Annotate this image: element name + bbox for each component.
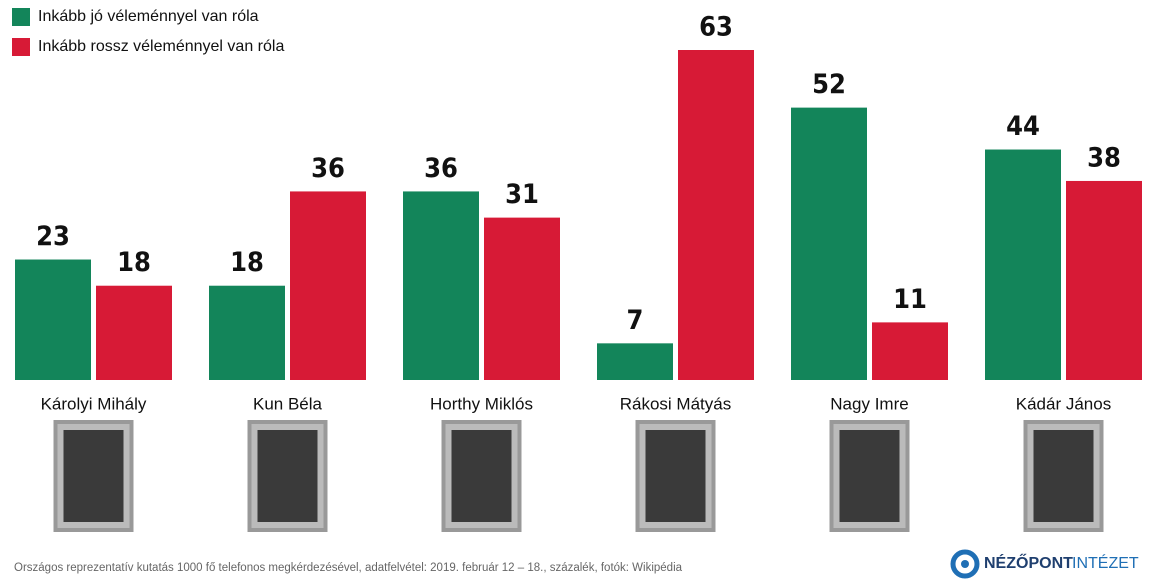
value-label: 18 xyxy=(117,247,151,278)
bar xyxy=(872,322,948,380)
category-label: Rákosi Mátyás xyxy=(620,394,731,413)
category-label: Nagy Imre xyxy=(830,394,908,413)
value-label: 36 xyxy=(311,153,345,184)
bar xyxy=(1066,181,1142,380)
photo-inner xyxy=(840,430,900,522)
bar xyxy=(290,191,366,380)
bar xyxy=(15,260,91,380)
source: Országos reprezentatív kutatás 1000 fő t… xyxy=(14,562,683,574)
logo-suffix: INTÉZET xyxy=(1072,553,1139,572)
photo-inner xyxy=(64,430,124,522)
logo-icon xyxy=(961,560,969,568)
value-label: 31 xyxy=(505,179,539,210)
value-label: 63 xyxy=(699,12,733,43)
value-label: 23 xyxy=(36,221,70,252)
photo-inner xyxy=(258,430,318,522)
bar xyxy=(96,286,172,380)
category-label: Kádár János xyxy=(1016,394,1111,413)
bar xyxy=(985,150,1061,380)
bar xyxy=(678,50,754,380)
category-label: Károlyi Mihály xyxy=(41,394,147,413)
logo: NÉZŐPONT INTÉZET xyxy=(953,552,1139,576)
photo-inner xyxy=(1034,430,1094,522)
bar xyxy=(791,108,867,380)
value-label: 18 xyxy=(230,247,264,278)
photo-inner xyxy=(452,430,512,522)
legend-label: Inkább rossz véleménnyel van róla xyxy=(38,38,284,55)
photo-inner xyxy=(646,430,706,522)
legend-swatch xyxy=(12,8,30,26)
logo-name: NÉZŐPONT xyxy=(984,553,1073,572)
bar xyxy=(484,218,560,380)
value-label: 36 xyxy=(424,153,458,184)
legend-swatch xyxy=(12,38,30,56)
legend-label: Inkább jó véleménnyel van róla xyxy=(38,8,259,25)
chart: Országos reprezentatív kutatás 1000 fő t… xyxy=(0,0,1162,580)
category-label: Horthy Miklós xyxy=(430,394,533,413)
value-label: 52 xyxy=(812,69,846,100)
bar xyxy=(597,343,673,380)
bar xyxy=(403,191,479,380)
category-label: Kun Béla xyxy=(253,394,323,413)
value-label: 38 xyxy=(1087,142,1121,173)
value-label: 7 xyxy=(627,305,644,336)
bar xyxy=(209,286,285,380)
value-label: 11 xyxy=(893,284,927,315)
value-label: 44 xyxy=(1006,111,1040,142)
